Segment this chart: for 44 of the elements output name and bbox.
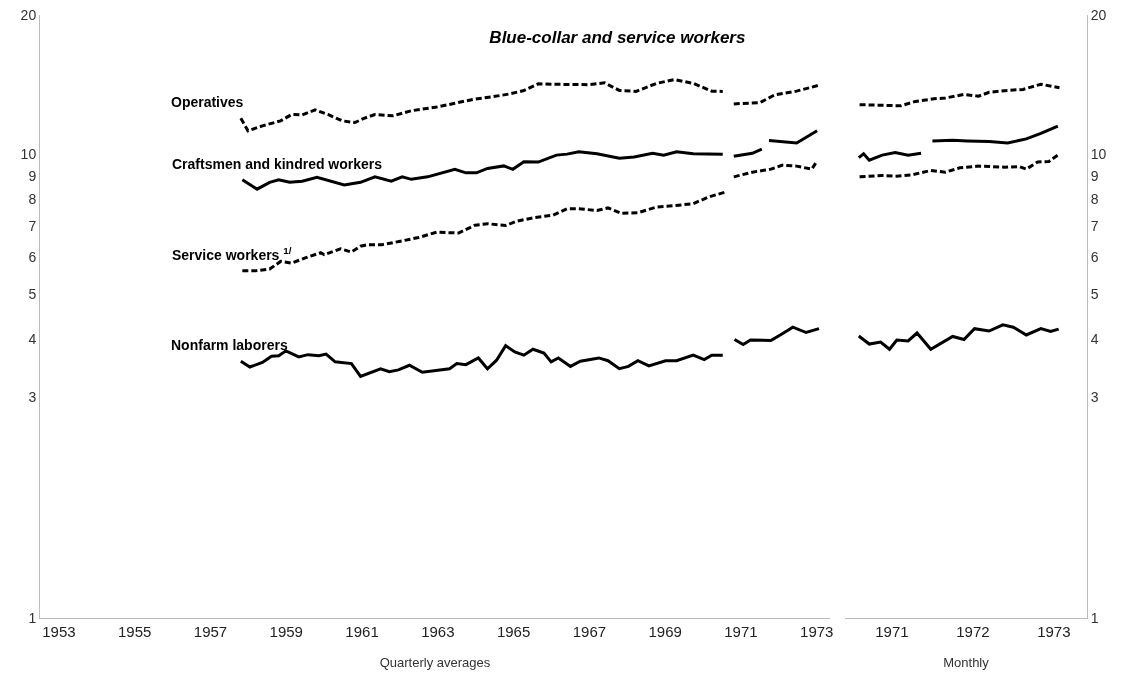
series-label: Service workers $^{1/}$ [172,245,292,263]
x-tick-label: 1953 [42,623,76,640]
x-tick-label: 1971 [724,623,758,640]
series-label: Craftsmen and kindred workers [172,156,383,172]
x-tick-label: 1961 [345,623,379,640]
x-axis-title: Monthly [943,654,990,670]
y-tick-label: 7 [28,218,37,235]
x-tick-label: 1957 [193,623,228,640]
y-tick-label: 1 [1090,609,1099,626]
x-tick-label: 1973 [800,623,834,640]
y-tick-label: 7 [1090,218,1099,235]
y-tick-label: 10 [20,146,37,163]
y-tick-label: 9 [28,167,37,184]
text: Blue-collar and service workers [489,27,746,47]
y-tick-label: 5 [1090,285,1099,302]
line-series [857,323,1061,351]
y-tick-label: 20 [1090,6,1107,23]
line-series [858,153,1060,179]
x-tick-label: 1973 [1037,623,1071,640]
y-tick-label: 4 [1090,330,1099,347]
y-tick-label: 8 [1090,191,1099,208]
y-tick-label: 3 [28,388,37,405]
line-series [858,82,1061,108]
x-tick-label: 1955 [118,623,152,640]
y-tick-label: 5 [28,285,37,302]
y-tick-label: 3 [1090,388,1099,405]
x-tick-label: 1965 [496,623,531,640]
x-tick-label: 1967 [572,623,607,640]
y-tick-label: 6 [1090,249,1099,266]
x-tick-label: 1959 [269,623,303,640]
y-tick-label: 6 [28,249,37,266]
x-tick-label: 1963 [421,623,455,640]
y-tick-label: 4 [28,330,37,347]
x-tick-label: 1971 [875,623,909,640]
series-label: Nonfarm laborers [171,337,288,353]
x-axis-title: Quarterly averages [379,654,491,670]
y-tick-label: 9 [1090,167,1099,184]
y-tick-label: 20 [20,6,37,23]
y-tick-label: 10 [1090,146,1107,163]
x-tick-label: 1969 [648,623,682,640]
x-tick-label: 1972 [956,623,990,640]
y-tick-label: 8 [28,191,37,208]
y-tick-label: 1 [28,609,37,626]
series-label: Operatives [171,94,244,110]
